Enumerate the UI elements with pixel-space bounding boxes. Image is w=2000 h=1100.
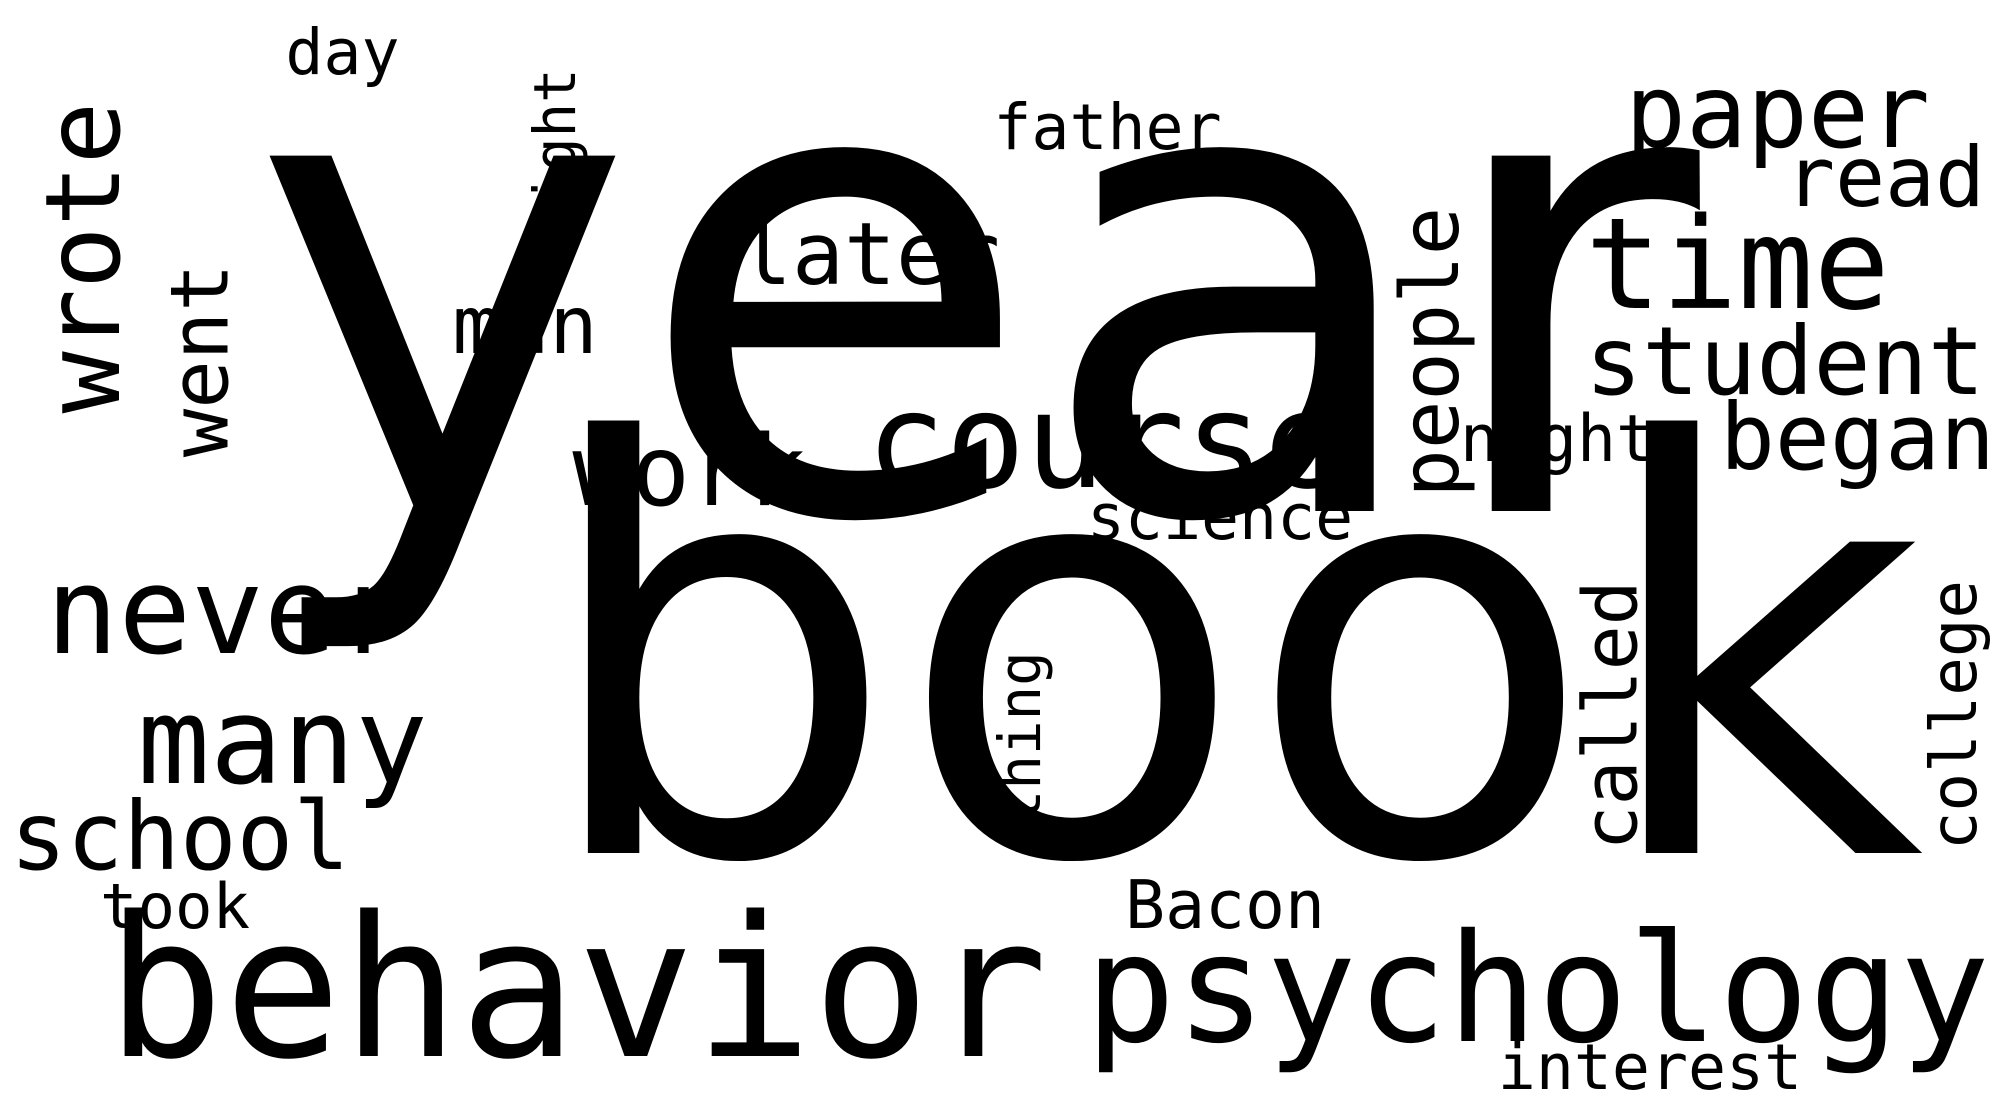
word-never: never <box>45 542 410 683</box>
word-course: course <box>866 365 1344 520</box>
word-father: father <box>993 89 1222 164</box>
word-year: year <box>250 0 1700 665</box>
word-work: work <box>572 414 808 529</box>
word-called: called <box>1568 579 1656 851</box>
word-day: day <box>285 14 400 89</box>
word-many: many <box>137 672 428 813</box>
word-psychology: psychology <box>1085 901 1990 1077</box>
word-paper: paper <box>1625 52 1930 171</box>
word-right: right <box>521 68 589 242</box>
word-later: later <box>740 204 1001 305</box>
word-wrote: wrote <box>24 101 145 414</box>
word-people: people <box>1382 207 1477 498</box>
word-night: night <box>1460 401 1656 477</box>
word-went: went <box>152 263 247 457</box>
word-book: book <box>536 325 1924 988</box>
word-bacon: Bacon <box>1125 865 1325 944</box>
word-student: student <box>1585 307 1985 417</box>
word-read: read <box>1785 129 1985 226</box>
word-man: man <box>452 277 598 372</box>
word-took: took <box>100 870 251 944</box>
word-science: science <box>1086 479 1354 554</box>
word-behavior: behavior <box>106 876 1048 1100</box>
word-thing: thing <box>986 651 1054 825</box>
word-college: college <box>1917 579 1992 851</box>
word-time: time <box>1585 190 1890 338</box>
word-school: school <box>10 782 350 892</box>
word-began: began <box>1719 383 1995 491</box>
word-interest: interest <box>1497 1029 1803 1100</box>
